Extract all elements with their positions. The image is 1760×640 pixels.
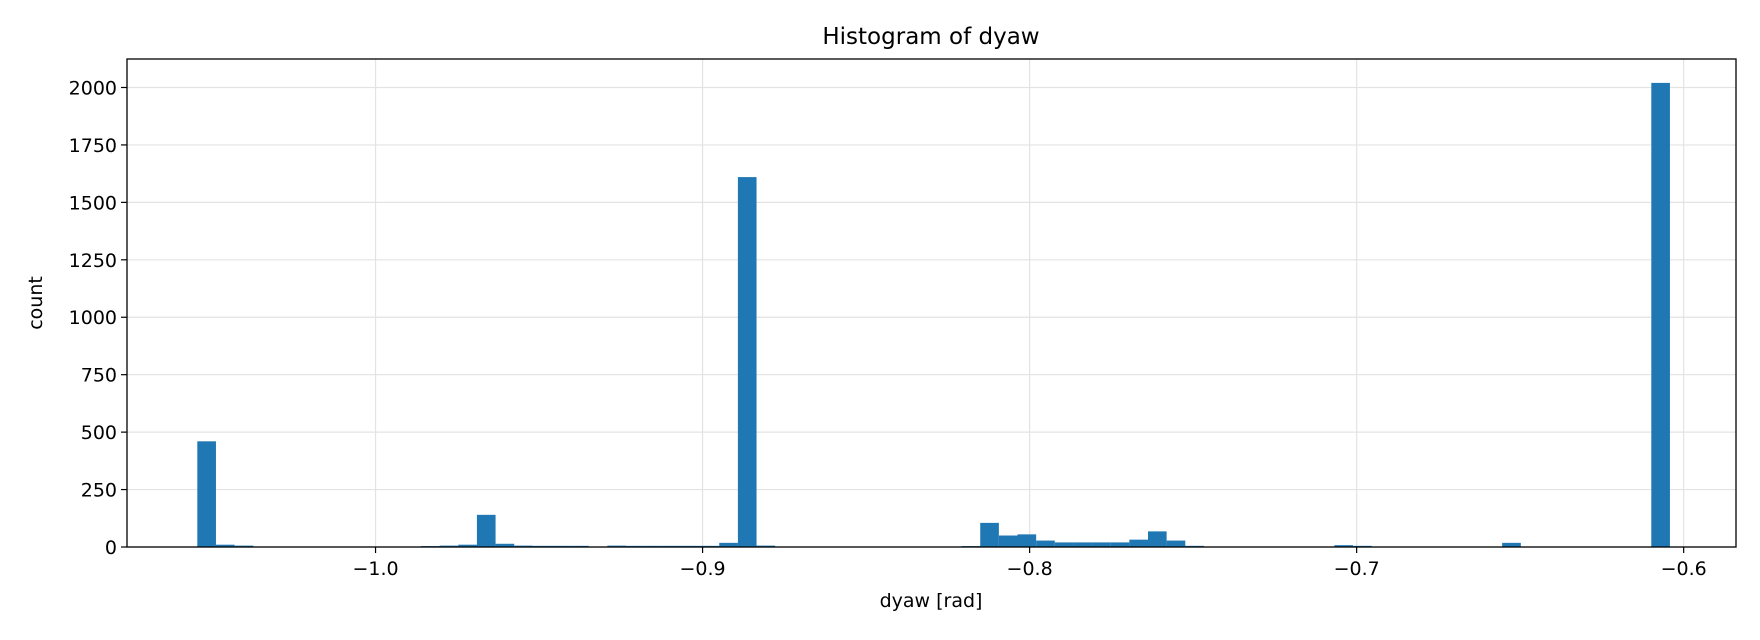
histogram-bar [197,441,216,547]
x-tick-label: −0.8 [1007,558,1053,580]
histogram-bar [1129,539,1148,547]
histogram-bar [458,544,477,547]
histogram-bar [514,545,533,547]
histogram-bar [1017,534,1037,547]
y-tick-label: 250 [81,480,117,502]
histogram-bar [1147,531,1167,547]
y-tick-label: 2000 [69,77,117,99]
histogram-bar [439,545,459,547]
grid-lines [127,59,1736,548]
histogram-bar [1651,82,1670,548]
x-tick-label: −0.9 [680,558,726,580]
plot-background [127,59,1736,547]
histogram-bar [1092,542,1111,547]
histogram-bar [719,542,738,547]
histogram-bar [476,514,496,547]
y-tick-label: 1500 [69,192,117,214]
y-axis-ticks: 0 250 500 750 1000 1250 1500 1750 2000 [69,77,127,559]
histogram-bar [1334,545,1354,547]
histogram-bar [1502,542,1521,547]
histogram-bar [1036,540,1055,547]
histogram-bar [998,535,1018,547]
y-tick-label: 750 [81,365,117,387]
histogram-bar [1073,542,1093,547]
histogram-bar [1110,542,1130,547]
y-tick-label: 1000 [69,307,117,329]
chart-title: Histogram of dyaw [822,24,1039,50]
x-tick-label: −1.0 [352,558,398,580]
y-tick-label: 1750 [69,135,117,157]
x-axis-title: dyaw [rad] [880,590,983,612]
y-axis-title: count [25,276,47,330]
histogram-bar [756,545,776,547]
x-tick-label: −0.7 [1334,558,1380,580]
plot-frame [126,58,1737,548]
y-tick-label: 0 [105,537,117,559]
histogram-bar [1166,540,1186,547]
x-tick-label: −0.6 [1661,558,1707,580]
histogram-bar [495,543,515,547]
histogram-bar [737,177,757,547]
histogram-bar [980,522,999,547]
histogram-bar [215,544,235,547]
histogram-bar [234,545,254,547]
y-tick-label: 1250 [69,250,117,272]
x-axis-ticks: −1.0 −0.9 −0.8 −0.7 −0.6 [352,547,1707,580]
y-tick-label: 500 [81,422,117,444]
histogram-bar [1054,542,1074,547]
histogram-bar [607,545,627,547]
